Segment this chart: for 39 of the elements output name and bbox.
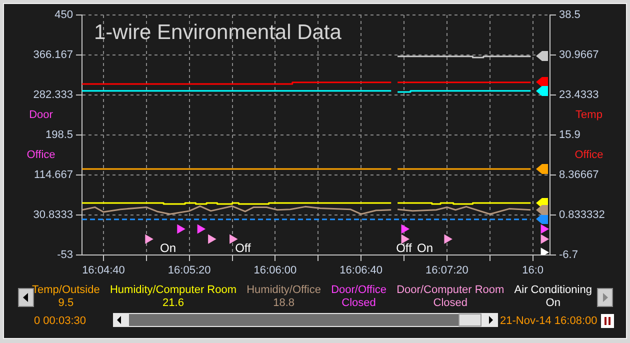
text: Air Conditioning: [514, 284, 592, 297]
y2-tick-label: 15.9: [559, 129, 580, 142]
y-tick-label: 366.167: [33, 49, 73, 62]
text: Closed: [432, 297, 469, 310]
y2-tick-label: 30.9667: [559, 49, 599, 62]
text: 21.6: [162, 297, 185, 310]
text: 0 00:03:30: [34, 315, 86, 327]
x-tick-label: 16:05:20: [168, 264, 211, 277]
text: Humidity/Computer Room: [110, 284, 237, 297]
chart-title: 1-wire Environmental Data: [94, 21, 342, 45]
x-tick-label: 16:04:40: [82, 264, 125, 277]
annotation: Off: [235, 241, 251, 255]
annotation: On: [160, 241, 176, 255]
text: Door/Office: [331, 284, 387, 297]
x-tick-label: 16:06:40: [340, 264, 382, 277]
text: 9.5: [57, 297, 75, 310]
annotation: On: [416, 241, 434, 255]
text: 18.8: [272, 297, 296, 310]
text: Temp/Outside: [32, 284, 100, 297]
y2-tick-label: -6.7: [559, 249, 578, 262]
x-tick-label: 16:0: [522, 264, 544, 277]
x-tick-label: 16:07:20: [426, 264, 468, 277]
y-tick-label: -53: [57, 249, 73, 262]
y-tick-label: 30.8333: [33, 209, 73, 222]
text: Door/Computer Room: [396, 284, 504, 297]
text: 21-Nov-14 16:08:00: [500, 315, 598, 327]
text: Humidity/Office: [246, 284, 321, 297]
x-tick-label: 16:06:00: [254, 264, 297, 277]
y2-tick-label: 38.5: [559, 9, 580, 22]
y2-tick-label: 23.4333: [559, 89, 599, 102]
y-tick-label: 114.667: [34, 169, 73, 182]
y2-tick-label: 0.833332: [559, 209, 605, 222]
y-tick-label: 282.333: [33, 89, 73, 102]
text: Closed: [340, 297, 377, 310]
y-tick-label: 450: [54, 9, 73, 22]
y-tick-label: 198.5: [45, 129, 73, 142]
y2-tick-label: 8.36667: [559, 169, 599, 182]
text: On: [544, 297, 562, 310]
annotation: Off: [396, 241, 412, 255]
